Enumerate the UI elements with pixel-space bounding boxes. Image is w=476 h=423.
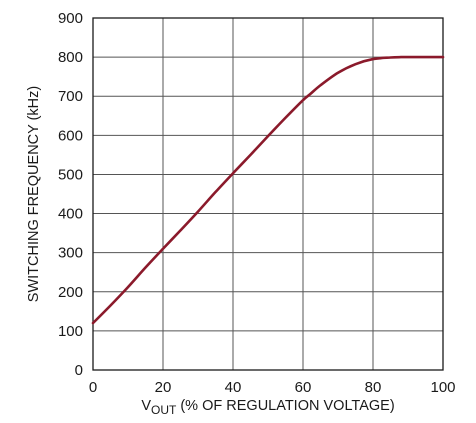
y-tick-label: 200 xyxy=(58,284,83,301)
x-tick-label: 40 xyxy=(225,379,242,396)
grid xyxy=(93,18,443,370)
x-axis-label-subscript: OUT xyxy=(151,403,177,417)
x-tick-label: 60 xyxy=(295,379,312,396)
x-tick-label: 20 xyxy=(155,379,172,396)
y-tick-label: 100 xyxy=(58,323,83,340)
x-tick-label: 80 xyxy=(365,379,382,396)
y-tick-label: 500 xyxy=(58,166,83,183)
x-tick-label: 100 xyxy=(430,379,455,396)
y-tick-label: 600 xyxy=(58,127,83,144)
y-tick-label: 800 xyxy=(58,49,83,66)
series-line xyxy=(91,55,445,325)
y-tick-label: 400 xyxy=(58,206,83,223)
y-tick-labels: 0 100 200 300 400 500 600 700 800 900 xyxy=(58,10,83,379)
y-tick-label: 300 xyxy=(58,245,83,262)
x-axis-label: VOUT (% OF REGULATION VOLTAGE) xyxy=(141,398,394,417)
x-tick-label: 0 xyxy=(89,379,97,396)
x-axis-label-rest: (% OF REGULATION VOLTAGE) xyxy=(176,398,394,414)
x-axis-label-main: V xyxy=(141,398,151,414)
series-layer xyxy=(91,55,445,325)
y-axis-label: SWITCHING FREQUENCY (kHz) xyxy=(26,86,42,302)
x-tick-labels: 0 20 40 60 80 100 xyxy=(89,379,456,396)
y-tick-label: 900 xyxy=(58,10,83,27)
plot-frame xyxy=(92,17,444,371)
y-tick-label: 700 xyxy=(58,88,83,105)
y-tick-label: 0 xyxy=(75,362,83,379)
